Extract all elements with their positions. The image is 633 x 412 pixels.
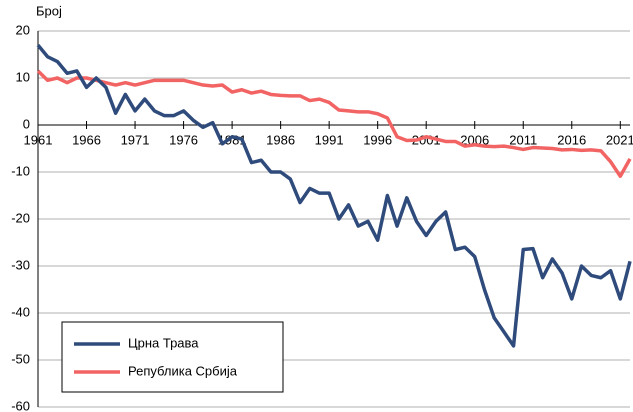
y-tick-label: 10 bbox=[16, 69, 30, 84]
line bbox=[36, 43, 632, 348]
legend-box bbox=[61, 321, 284, 393]
x-tick-label: 1966 bbox=[72, 132, 101, 147]
x-tick-label: 1976 bbox=[169, 132, 198, 147]
y-tick-label: -50 bbox=[11, 351, 30, 366]
legend-label: Република Србија bbox=[128, 363, 238, 378]
y-tick-label: 20 bbox=[16, 22, 30, 37]
legend-label: Црна Трава bbox=[128, 335, 199, 350]
x-tick-label: 2016 bbox=[557, 132, 586, 147]
x-tick-label: 2001 bbox=[412, 132, 441, 147]
y-tick-label: 0 bbox=[23, 116, 30, 131]
y-axis-label: Број bbox=[36, 3, 62, 18]
y-tick-label: -30 bbox=[11, 257, 30, 272]
y-tick-label: -40 bbox=[11, 304, 30, 319]
x-tick-label: 1991 bbox=[315, 132, 344, 147]
y-tick-label: -60 bbox=[11, 398, 30, 412]
x-tick-label: 2021 bbox=[606, 132, 633, 147]
x-tick-label: 1961 bbox=[24, 132, 53, 147]
x-tick-label: 2011 bbox=[509, 132, 537, 147]
x-tick-label: 2006 bbox=[460, 132, 489, 147]
x-tick-label: 1986 bbox=[266, 132, 295, 147]
x-tick-label: 1971 bbox=[121, 132, 150, 147]
y-tick-label: -20 bbox=[11, 210, 30, 225]
x-tick-label: 1996 bbox=[363, 132, 392, 147]
line bbox=[36, 69, 632, 178]
y-tick-label: -10 bbox=[11, 163, 30, 178]
